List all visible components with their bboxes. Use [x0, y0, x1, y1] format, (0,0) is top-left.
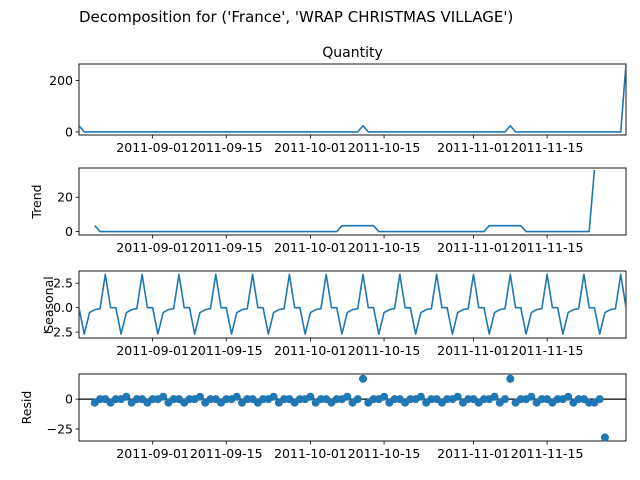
subplot-title: Quantity [322, 45, 383, 61]
x-tick-label: 2011-10-15 [348, 343, 421, 358]
x-tick-label: 2011-10-15 [348, 240, 421, 255]
resid-point [159, 392, 168, 401]
y-axis-label: Resid [19, 391, 34, 425]
x-tick-label: 2011-10-01 [274, 240, 347, 255]
resid-point [501, 395, 510, 404]
x-tick-label: 2011-11-01 [437, 140, 510, 155]
x-tick-label: 2011-09-15 [190, 446, 263, 461]
x-tick-label: 2011-09-15 [190, 240, 263, 255]
resid-point [353, 395, 362, 404]
x-tick-label: 2011-11-15 [511, 446, 584, 461]
y-tick-label: 0 [65, 224, 73, 239]
x-tick-label: 2011-11-15 [511, 240, 584, 255]
resid-point [564, 392, 573, 401]
resid-point [506, 374, 515, 383]
resid-point [269, 392, 278, 401]
resid-point [306, 392, 315, 401]
resid-point [232, 392, 241, 401]
y-tick-label: −2.5 [43, 325, 73, 340]
x-tick-label: 2011-10-15 [348, 140, 421, 155]
series-line [79, 273, 626, 335]
axes-frame [78, 63, 627, 136]
resid-point [416, 392, 425, 401]
y-tick-label: 0.0 [53, 300, 73, 315]
x-tick-label: 2011-10-01 [274, 343, 347, 358]
y-tick-label: 2.5 [53, 276, 73, 291]
y-axis-label: Trend [29, 184, 44, 219]
resid-point [595, 395, 604, 404]
y-tick-label: 20 [57, 190, 73, 205]
x-tick-label: 2011-09-15 [190, 140, 263, 155]
resid-point [527, 392, 536, 401]
resid-point [490, 392, 499, 401]
x-tick-label: 2011-10-01 [274, 140, 347, 155]
resid-point [122, 392, 131, 401]
resid-point [380, 392, 389, 401]
y-tick-label: 0 [65, 392, 73, 407]
x-tick-label: 2011-09-01 [116, 446, 189, 461]
y-tick-label: 0 [65, 124, 73, 139]
series-line [94, 169, 596, 233]
resid-point [195, 392, 204, 401]
x-tick-label: 2011-10-01 [274, 446, 347, 461]
x-tick-label: 2011-11-15 [511, 343, 584, 358]
axes-frame [78, 167, 627, 236]
resid-point [600, 433, 609, 442]
resid-point [343, 392, 352, 401]
subplot-1: Quantity 0 200 2011-09-01 2011-09-15 2011-10-… [49, 45, 627, 155]
axes-frame [78, 373, 627, 442]
x-tick-label: 2011-09-01 [116, 140, 189, 155]
x-tick-label: 2011-11-15 [511, 140, 584, 155]
figure-suptitle: Decomposition for ('France', 'WRAP CHRIS… [79, 8, 513, 26]
y-tick-label: −25 [47, 422, 73, 437]
resid-point [453, 392, 462, 401]
x-tick-label: 2011-11-01 [437, 343, 510, 358]
series-line [79, 64, 626, 133]
resid-point [359, 374, 368, 383]
y-tick-label: 200 [49, 73, 73, 88]
x-tick-label: 2011-11-01 [437, 240, 510, 255]
x-tick-label: 2011-11-01 [437, 446, 510, 461]
x-tick-label: 2011-10-15 [348, 446, 421, 461]
x-tick-label: 2011-09-01 [116, 240, 189, 255]
axes-frame [78, 270, 627, 339]
y-axis-label: Seasonal [41, 276, 56, 333]
x-tick-label: 2011-09-01 [116, 343, 189, 358]
x-tick-label: 2011-09-15 [190, 343, 263, 358]
